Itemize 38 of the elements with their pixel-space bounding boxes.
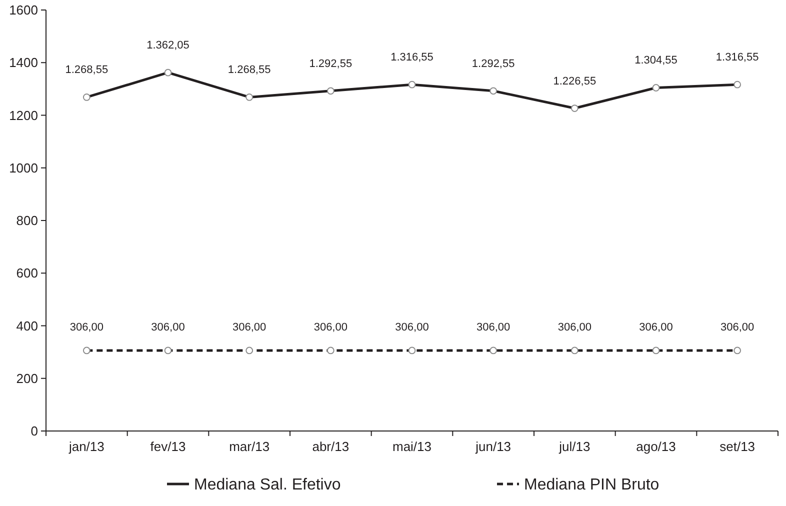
data-label: 1.292,55: [472, 58, 515, 70]
data-label: 1.268,55: [228, 64, 271, 76]
data-label: 306,00: [232, 321, 266, 334]
data-label: 306,00: [476, 321, 510, 334]
data-label: 1.268,55: [65, 64, 108, 76]
y-tick-label: 1000: [9, 160, 38, 176]
x-tick-label: jul/13: [558, 439, 590, 454]
data-label: 306,00: [558, 321, 592, 334]
data-label: 306,00: [151, 321, 185, 334]
y-tick-label: 1200: [9, 108, 38, 123]
data-label: 306,00: [314, 321, 348, 334]
y-tick-label: 1400: [9, 55, 38, 70]
data-label: 1.362,05: [146, 40, 190, 52]
y-tick-label: 600: [16, 266, 38, 281]
x-tick-label: ago/13: [636, 439, 676, 454]
x-tick-label: abr/13: [312, 439, 350, 454]
data-label: 1.304,55: [634, 54, 678, 67]
x-tick-label: set/13: [720, 439, 756, 454]
y-tick-label: 0: [30, 424, 38, 439]
data-label: 1.316,55: [716, 52, 759, 64]
x-tick-label: jan/13: [68, 439, 104, 454]
y-tick-label: 400: [16, 318, 38, 334]
legend-label: Mediana Sal. Efetivo: [194, 476, 341, 494]
y-tick-label: 200: [16, 370, 38, 386]
data-label: 1.292,55: [309, 58, 352, 70]
x-tick-label: mar/13: [229, 439, 270, 454]
x-tick-label: jun/13: [474, 439, 512, 454]
data-label: 1.226,55: [553, 75, 596, 88]
x-tick-label: mai/13: [392, 439, 432, 454]
data-label: 306,00: [639, 321, 673, 334]
data-label: 306,00: [720, 321, 754, 334]
x-tick-label: fev/13: [150, 439, 186, 454]
data-label: 306,00: [70, 321, 104, 334]
legend-label: Mediana PIN Bruto: [524, 476, 660, 494]
y-tick-label: 1600: [9, 2, 38, 18]
y-tick-label: 800: [16, 213, 38, 228]
data-label: 1.316,55: [390, 52, 434, 64]
data-label: 306,00: [395, 321, 429, 334]
